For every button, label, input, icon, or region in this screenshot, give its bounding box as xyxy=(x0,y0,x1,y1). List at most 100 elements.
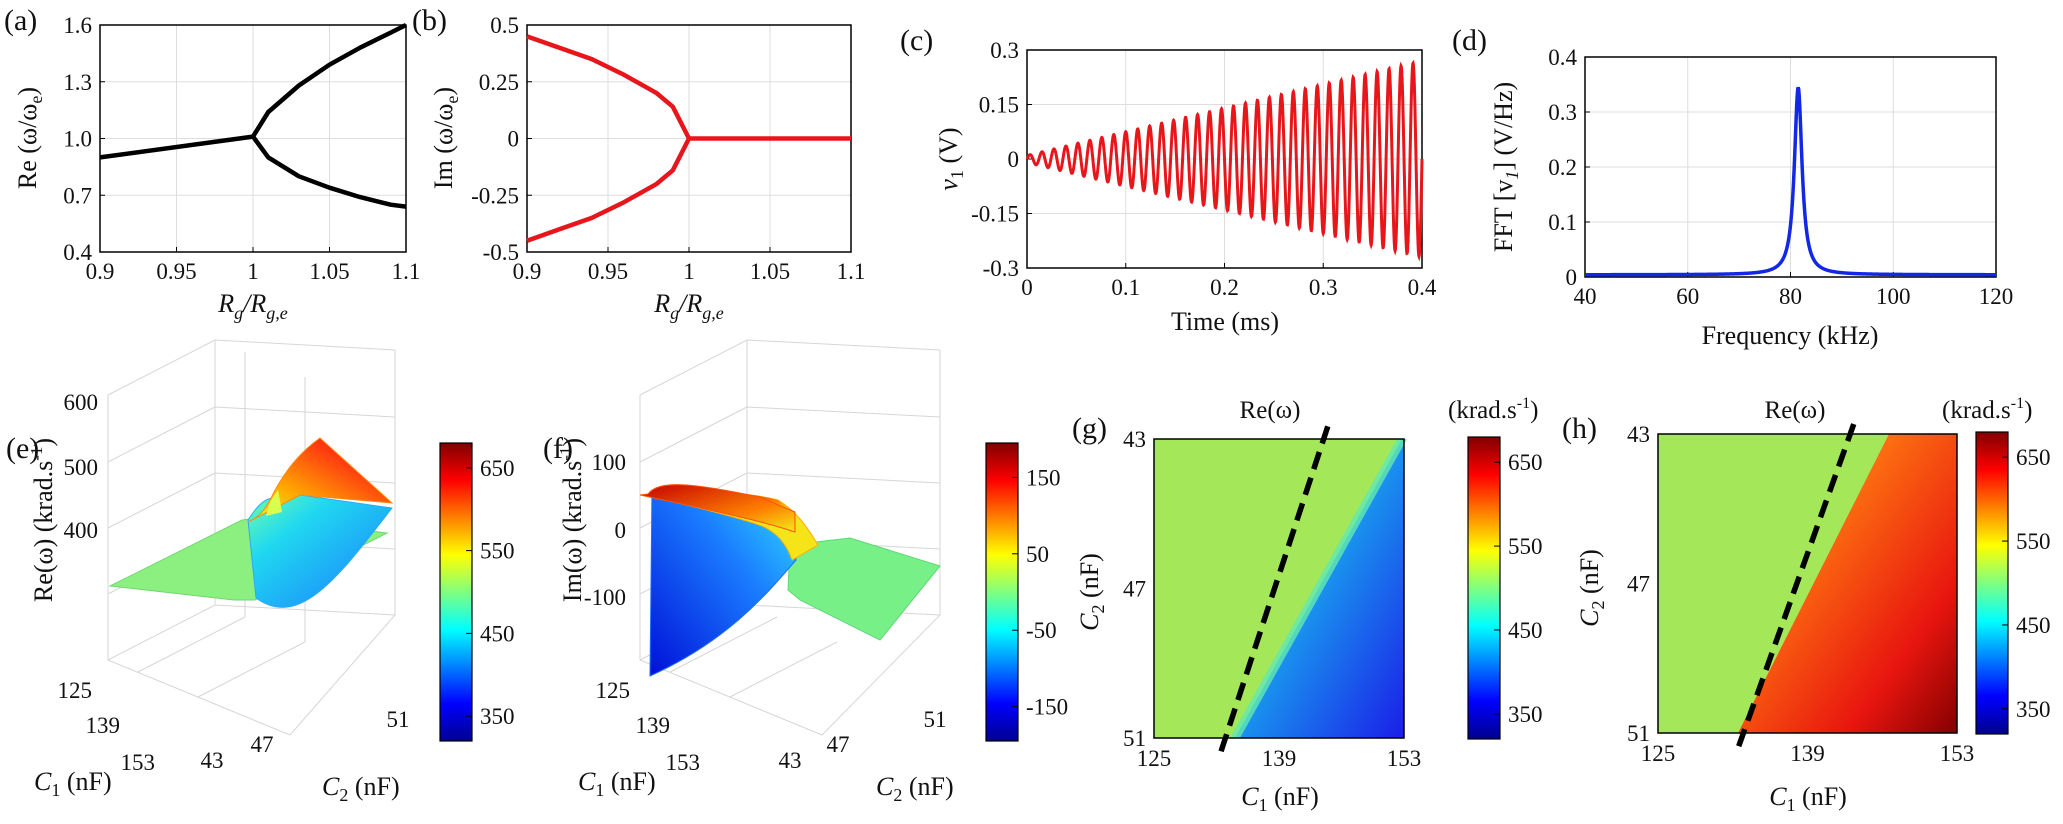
x-axis-label: Time (ms) xyxy=(1171,307,1279,336)
colorbar-tick-label: 450 xyxy=(2016,613,2051,638)
z-axis-label: Im(ω) (krad.s-1) xyxy=(556,438,587,602)
line-upper-branch xyxy=(251,22,408,138)
y-tick-label: 43 xyxy=(1627,422,1650,447)
x-tick-label: 153 xyxy=(1387,746,1422,771)
z-tick-label: 100 xyxy=(592,450,627,475)
y-tick-label: 47 xyxy=(1627,572,1650,597)
line-fft xyxy=(1585,86,1996,277)
c1-axis-label: C1 (nF) xyxy=(34,767,112,800)
y-axis-label: C2 (nF) xyxy=(1075,553,1108,631)
x-tick-label: 1.05 xyxy=(750,259,790,284)
c1-axis-label: C1 (nF) xyxy=(578,767,656,800)
y-tick-label: 0.4 xyxy=(1548,45,1577,70)
heatmap-title: Re(ω) xyxy=(1240,397,1301,424)
y-tick-label: 0 xyxy=(508,127,520,152)
y-tick-label: 0 xyxy=(1008,147,1020,172)
colorbar xyxy=(439,442,473,742)
y-tick-label: 0.5 xyxy=(490,13,519,38)
line-lower-branch-left xyxy=(99,134,254,160)
line-lower-branch xyxy=(251,135,407,209)
y-tick-label: -0.25 xyxy=(471,183,519,208)
x-tick-label: 0.95 xyxy=(588,259,628,284)
x-tick-label: 125 xyxy=(1137,746,1172,771)
plot-frame xyxy=(1657,433,1958,734)
colorbar-ticks: 350 450 550 650 xyxy=(2002,445,2051,722)
x-tick-label: 0 xyxy=(1021,275,1033,300)
z-tick-label: 0 xyxy=(615,518,627,543)
colorbar-tick-label: 50 xyxy=(1026,542,1049,567)
x-tick-label: 0.1 xyxy=(1111,275,1140,300)
c1-tick-label: 153 xyxy=(666,750,701,775)
tick-labels: 0.9 0.95 1 1.05 1.1 -0.5 -0.25 0 0.25 0.5 xyxy=(471,13,865,284)
colorbar-tick-label: 550 xyxy=(1508,534,1543,559)
x-tick-label: 40 xyxy=(1574,284,1597,309)
x-tick-label: 1 xyxy=(683,259,695,284)
colorbar-tick-label: 350 xyxy=(1508,702,1543,727)
x-tick-label: 0.95 xyxy=(156,259,196,284)
series xyxy=(1736,419,1858,748)
c1-tick-label: 139 xyxy=(636,713,671,738)
line-lower xyxy=(526,137,692,243)
y-tick-label: 0.3 xyxy=(1548,100,1577,125)
c2-tick-label: 47 xyxy=(827,732,850,757)
c2-axis-label: C2 (nF) xyxy=(876,772,954,805)
colorbar-tick-label: 650 xyxy=(2016,445,2051,470)
c1-tick-label: 153 xyxy=(121,750,156,775)
x-tick-label: 0.9 xyxy=(86,259,115,284)
tick-labels: 125 139 153 43 47 51 xyxy=(1123,427,1421,771)
x-tick-label: 125 xyxy=(1641,741,1676,766)
panel-d: (d) 40 60 80 100 120 0 0.1 0.2 0.3 0.4 FFT [v1] (… xyxy=(1452,24,2013,350)
z-axis-label: Re(ω) (krad.s-1) xyxy=(27,438,58,602)
x-tick-label: 100 xyxy=(1876,284,1911,309)
y-axis-label: FFT [v1] (V/Hz) xyxy=(1489,82,1522,252)
colorbar-tick-label: -50 xyxy=(1026,618,1057,643)
heatmap-title: Re(ω) xyxy=(1765,397,1826,424)
x-axis-label: Rg/Rg,e xyxy=(217,289,288,323)
panel-h: (h) Re(ω) (krad.s-1) 125 139 153 43 47 51 C2 … xyxy=(1562,395,2051,815)
colorbar-ticks: 350 450 550 650 xyxy=(1494,450,1543,727)
c2-tick-label: 51 xyxy=(387,707,410,732)
y-axis-label: Im (ω/ωe) xyxy=(429,87,462,189)
series xyxy=(526,34,851,243)
x-tick-label: 120 xyxy=(1979,284,2014,309)
panel-label-h: (h) xyxy=(1562,412,1597,445)
tick-labels: 40 60 80 100 120 0 0.1 0.2 0.3 0.4 xyxy=(1548,45,2013,309)
tick-labels: 125 139 153 43 47 51 xyxy=(1627,422,1974,766)
panel-label-c: (c) xyxy=(900,24,933,57)
y-tick-label: 1.3 xyxy=(63,70,92,95)
y-axis-label: C2 (nF) xyxy=(1575,549,1608,627)
panel-label-e: (e) xyxy=(6,432,39,465)
panel-label-g: (g) xyxy=(1072,412,1107,445)
y-tick-label: 0.25 xyxy=(479,70,519,95)
z-tick-label: 400 xyxy=(64,518,99,543)
line-upper xyxy=(526,34,692,140)
colorbar-tick-label: 350 xyxy=(2016,697,2051,722)
x-axis-label: Rg/Rg,e xyxy=(653,289,724,323)
heatmap-split-region xyxy=(1738,434,1957,733)
panel-label-f: (f) xyxy=(543,432,573,465)
x-tick-label: 1 xyxy=(247,259,259,284)
flat-surface xyxy=(787,537,941,641)
transition-ridge xyxy=(266,490,282,516)
c2-tick-label: 43 xyxy=(201,748,224,773)
y-tick-label: -0.3 xyxy=(983,256,1019,281)
ep-boundary-line xyxy=(1218,424,1331,753)
x-axis-label: C1 (nF) xyxy=(1241,782,1319,815)
panel-b: (b) 0.9 0.95 1 1.05 1.1 -0.5 -0.25 0 0.25 0.5 Im … xyxy=(412,4,865,323)
y-tick-label: 1.6 xyxy=(63,13,92,38)
tick-labels: 0.9 0.95 1 1.05 1.1 0.4 0.7 1.0 1.3 1.6 xyxy=(63,13,420,284)
x-tick-label: 0.3 xyxy=(1309,275,1338,300)
c1-tick-label: 125 xyxy=(596,678,631,703)
x-tick-label: 0.9 xyxy=(513,259,542,284)
c1-tick-label: 139 xyxy=(86,713,121,738)
panel-label-b: (b) xyxy=(412,4,447,37)
z-tick-label: 600 xyxy=(64,390,99,415)
y-tick-label: 0 xyxy=(1566,265,1578,290)
x-tick-label: 60 xyxy=(1676,284,1699,309)
panel-label-d: (d) xyxy=(1452,24,1487,57)
colorbar-tick-label: 650 xyxy=(480,456,515,481)
y-tick-label: 51 xyxy=(1627,721,1650,746)
